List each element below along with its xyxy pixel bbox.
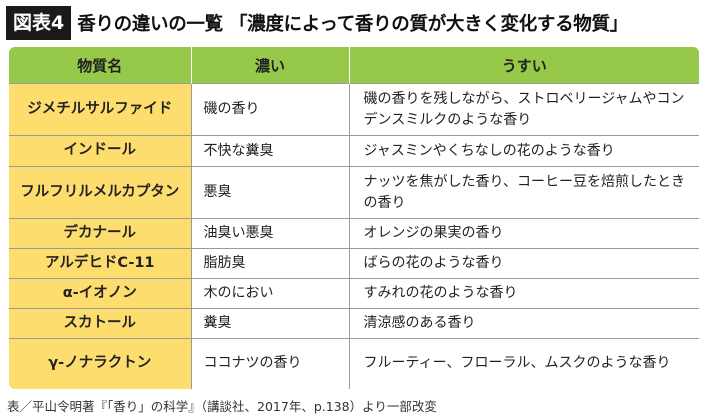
column-header-thick: 濃い (190, 47, 349, 84)
thin-scent: 清涼感のある香り (348, 308, 699, 339)
scent-table: 物質名 濃い うすい ジメチルサルファイド 磯の香り 磯の香りを残しながら、スト… (9, 47, 699, 389)
substance-name: ジメチルサルファイド (9, 83, 191, 136)
thick-scent: ココナツの香り (190, 338, 349, 389)
thick-scent: 磯の香り (190, 83, 349, 136)
title-bar: 図表4 香りの違いの一覧 「濃度によって香りの質が大きく変化する物質」 (6, 6, 628, 40)
thick-scent: 脂肪臭 (190, 248, 349, 279)
thick-scent: 木のにおい (190, 278, 349, 309)
source-note: 表／平山令明著『「香り」の科学』（講談社、2017年、p.138）より一部改変 (7, 399, 437, 414)
figure-badge: 図表4 (6, 6, 72, 40)
column-header-thin: うすい (348, 47, 699, 84)
thick-scent: 油臭い悪臭 (190, 218, 349, 249)
substance-name: スカトール (9, 308, 191, 339)
column-header-substance: 物質名 (9, 47, 191, 84)
table-row: フルフリルメルカプタン 悪臭 ナッツを焦がした香り、コーヒー豆を焙煎したときの香… (9, 166, 699, 219)
table-row: インドール 不快な糞臭 ジャスミンやくちなしの花のような香り (9, 135, 699, 167)
thin-scent: オレンジの果実の香り (348, 218, 699, 249)
substance-name: フルフリルメルカプタン (9, 166, 191, 219)
thin-scent: ナッツを焦がした香り、コーヒー豆を焙煎したときの香り (348, 166, 699, 219)
thick-scent: 糞臭 (190, 308, 349, 339)
table-row: α-イオノン 木のにおい すみれの花のような香り (9, 278, 699, 309)
thin-scent: 磯の香りを残しながら、ストロベリージャムやコンデンスミルクのような香り (348, 83, 699, 136)
table-row: デカナール 油臭い悪臭 オレンジの果実の香り (9, 218, 699, 249)
substance-name: デカナール (9, 218, 191, 249)
thin-scent: フルーティー、フローラル、ムスクのような香り (348, 338, 699, 389)
thick-scent: 悪臭 (190, 166, 349, 219)
table-row: γ-ノナラクトン ココナツの香り フルーティー、フローラル、ムスクのような香り (9, 338, 699, 389)
substance-name: アルデヒドC-11 (9, 248, 191, 279)
thin-scent: すみれの花のような香り (348, 278, 699, 309)
thick-scent: 不快な糞臭 (190, 135, 349, 167)
scent-table-container: 物質名 濃い うすい ジメチルサルファイド 磯の香り 磯の香りを残しながら、スト… (9, 47, 699, 389)
table-row: スカトール 糞臭 清涼感のある香り (9, 308, 699, 339)
substance-name: γ-ノナラクトン (9, 338, 191, 389)
thin-scent: ジャスミンやくちなしの花のような香り (348, 135, 699, 167)
page-title: 香りの違いの一覧 「濃度によって香りの質が大きく変化する物質」 (77, 14, 628, 35)
thin-scent: ばらの花のような香り (348, 248, 699, 279)
substance-name: α-イオノン (9, 278, 191, 309)
table-row: ジメチルサルファイド 磯の香り 磯の香りを残しながら、ストロベリージャムやコンデ… (9, 83, 699, 136)
table-header-row: 物質名 濃い うすい (9, 47, 699, 84)
table-row: アルデヒドC-11 脂肪臭 ばらの花のような香り (9, 248, 699, 279)
substance-name: インドール (9, 135, 191, 167)
